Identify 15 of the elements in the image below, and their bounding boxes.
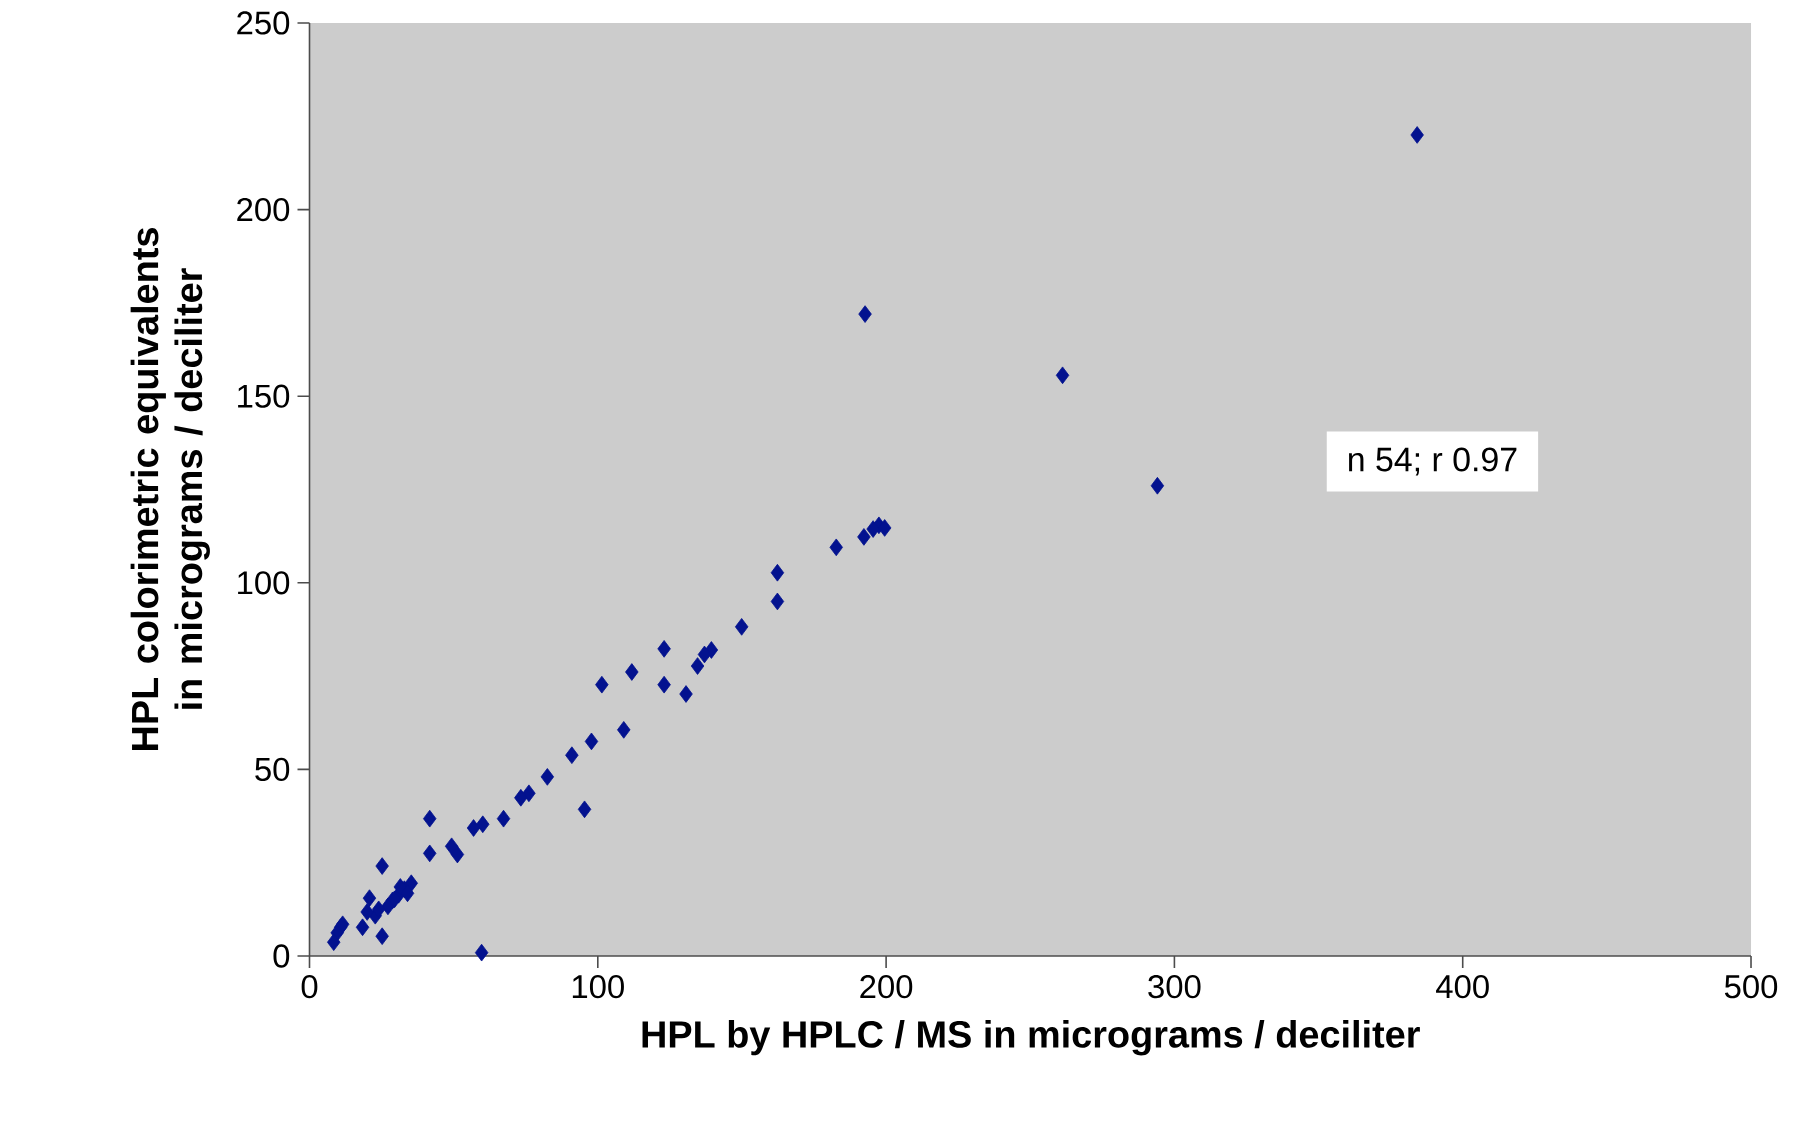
y-tick-label: 100 [238, 571, 290, 595]
x-tick-label: 300 [1148, 975, 1201, 999]
x-tick-label: 400 [1436, 975, 1489, 999]
annotation: n 54; r 0.97 [1349, 447, 1517, 476]
y-tick-label: 200 [237, 197, 290, 222]
x-tick-label: 200 [860, 975, 913, 999]
y-axis-title: HPL colorimetric equivalents in micrograms / deciliter [130, 228, 210, 750]
x-tick-label: 0 [301, 975, 318, 999]
y-tick-label: 250 [237, 11, 290, 35]
y-tick-label: 50 [255, 757, 290, 782]
y-tick-label: 150 [238, 384, 290, 408]
x-tick-label: 500 [1724, 975, 1778, 999]
x-axis-title: HPL by HPLC / MS in micrograms / deciliter [642, 1019, 1420, 1056]
y-tick-label: 0 [273, 944, 290, 968]
x-tick-label: 100 [572, 975, 624, 999]
